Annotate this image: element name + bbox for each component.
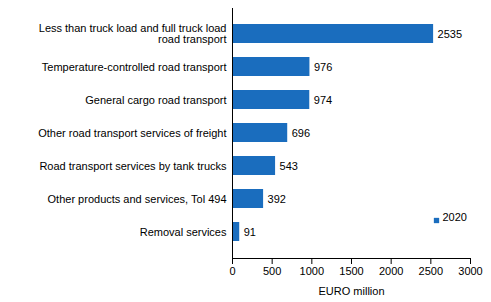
svg-text:3000: 3000 <box>458 265 482 277</box>
svg-text:91: 91 <box>244 226 256 238</box>
svg-text:1000: 1000 <box>300 265 324 277</box>
svg-text:976: 976 <box>314 61 332 73</box>
svg-text:Other products and services, T: Other products and services, Tol 494 <box>48 193 227 205</box>
svg-text:Less than truck load and full: Less than truck load and full truck load… <box>39 22 227 45</box>
svg-text:2535: 2535 <box>438 28 462 40</box>
svg-text:392: 392 <box>268 193 286 205</box>
svg-text:General cargo road transport: General cargo road transport <box>85 94 226 106</box>
svg-text:Road transport services by tan: Road transport services by tank trucks <box>39 160 227 172</box>
svg-text:Temperature-controlled road tr: Temperature-controlled road transport <box>42 61 227 73</box>
svg-text:2000: 2000 <box>379 265 403 277</box>
svg-text:974: 974 <box>314 94 332 106</box>
svg-text:543: 543 <box>280 160 298 172</box>
svg-text:Removal services: Removal services <box>140 226 227 238</box>
svg-text:2020: 2020 <box>443 211 467 223</box>
svg-text:EURO million: EURO million <box>318 285 384 297</box>
svg-text:696: 696 <box>292 127 310 139</box>
svg-text:1500: 1500 <box>339 265 363 277</box>
svg-text:0: 0 <box>229 265 235 277</box>
svg-text:500: 500 <box>263 265 281 277</box>
svg-text:Other road transport services: Other road transport services of freight <box>38 127 226 139</box>
svg-text:2500: 2500 <box>419 265 443 277</box>
